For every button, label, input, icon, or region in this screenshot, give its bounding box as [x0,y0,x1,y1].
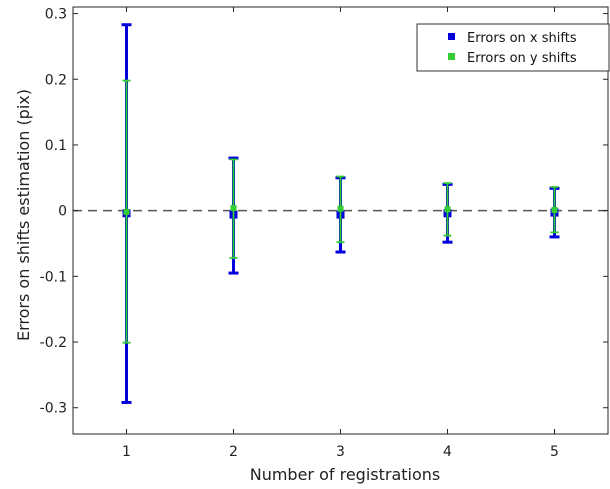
y-tick-label: 0.3 [45,7,67,23]
x-tick-label: 2 [229,444,238,460]
legend-marker [448,53,455,60]
legend-label: Errors on x shifts [467,31,577,46]
legend-label: Errors on y shifts [467,51,577,66]
x-axis-title: Number of registrations [250,465,441,484]
y-tick-label: -0.1 [40,269,67,285]
legend-marker [448,33,455,40]
data-point [444,206,451,213]
y-tick-label: 0.1 [45,138,67,154]
y-axis-title: Errors on shifts estimation (pix) [14,89,33,341]
plot-area [73,23,608,404]
axes: -0.3 -0.2 -0.1 0 0.1 0.2 0.3 1 2 3 4 5 [40,6,609,460]
y-tick-label: -0.3 [40,401,67,417]
legend: Errors on x shifts Errors on y shifts [416,23,610,72]
data-point [551,206,558,213]
y-tick-label: 0.2 [45,72,67,88]
x-tick-label: 5 [550,444,559,460]
x-tick-label: 4 [443,444,452,460]
y-tick-label: 0 [58,204,67,220]
x-tick-label: 3 [336,444,345,460]
legend-box [416,23,610,72]
y-tick-label: -0.2 [40,335,67,351]
data-point [230,205,237,212]
x-tick-label: 1 [122,444,131,460]
data-point [337,205,344,212]
data-point [123,208,130,215]
